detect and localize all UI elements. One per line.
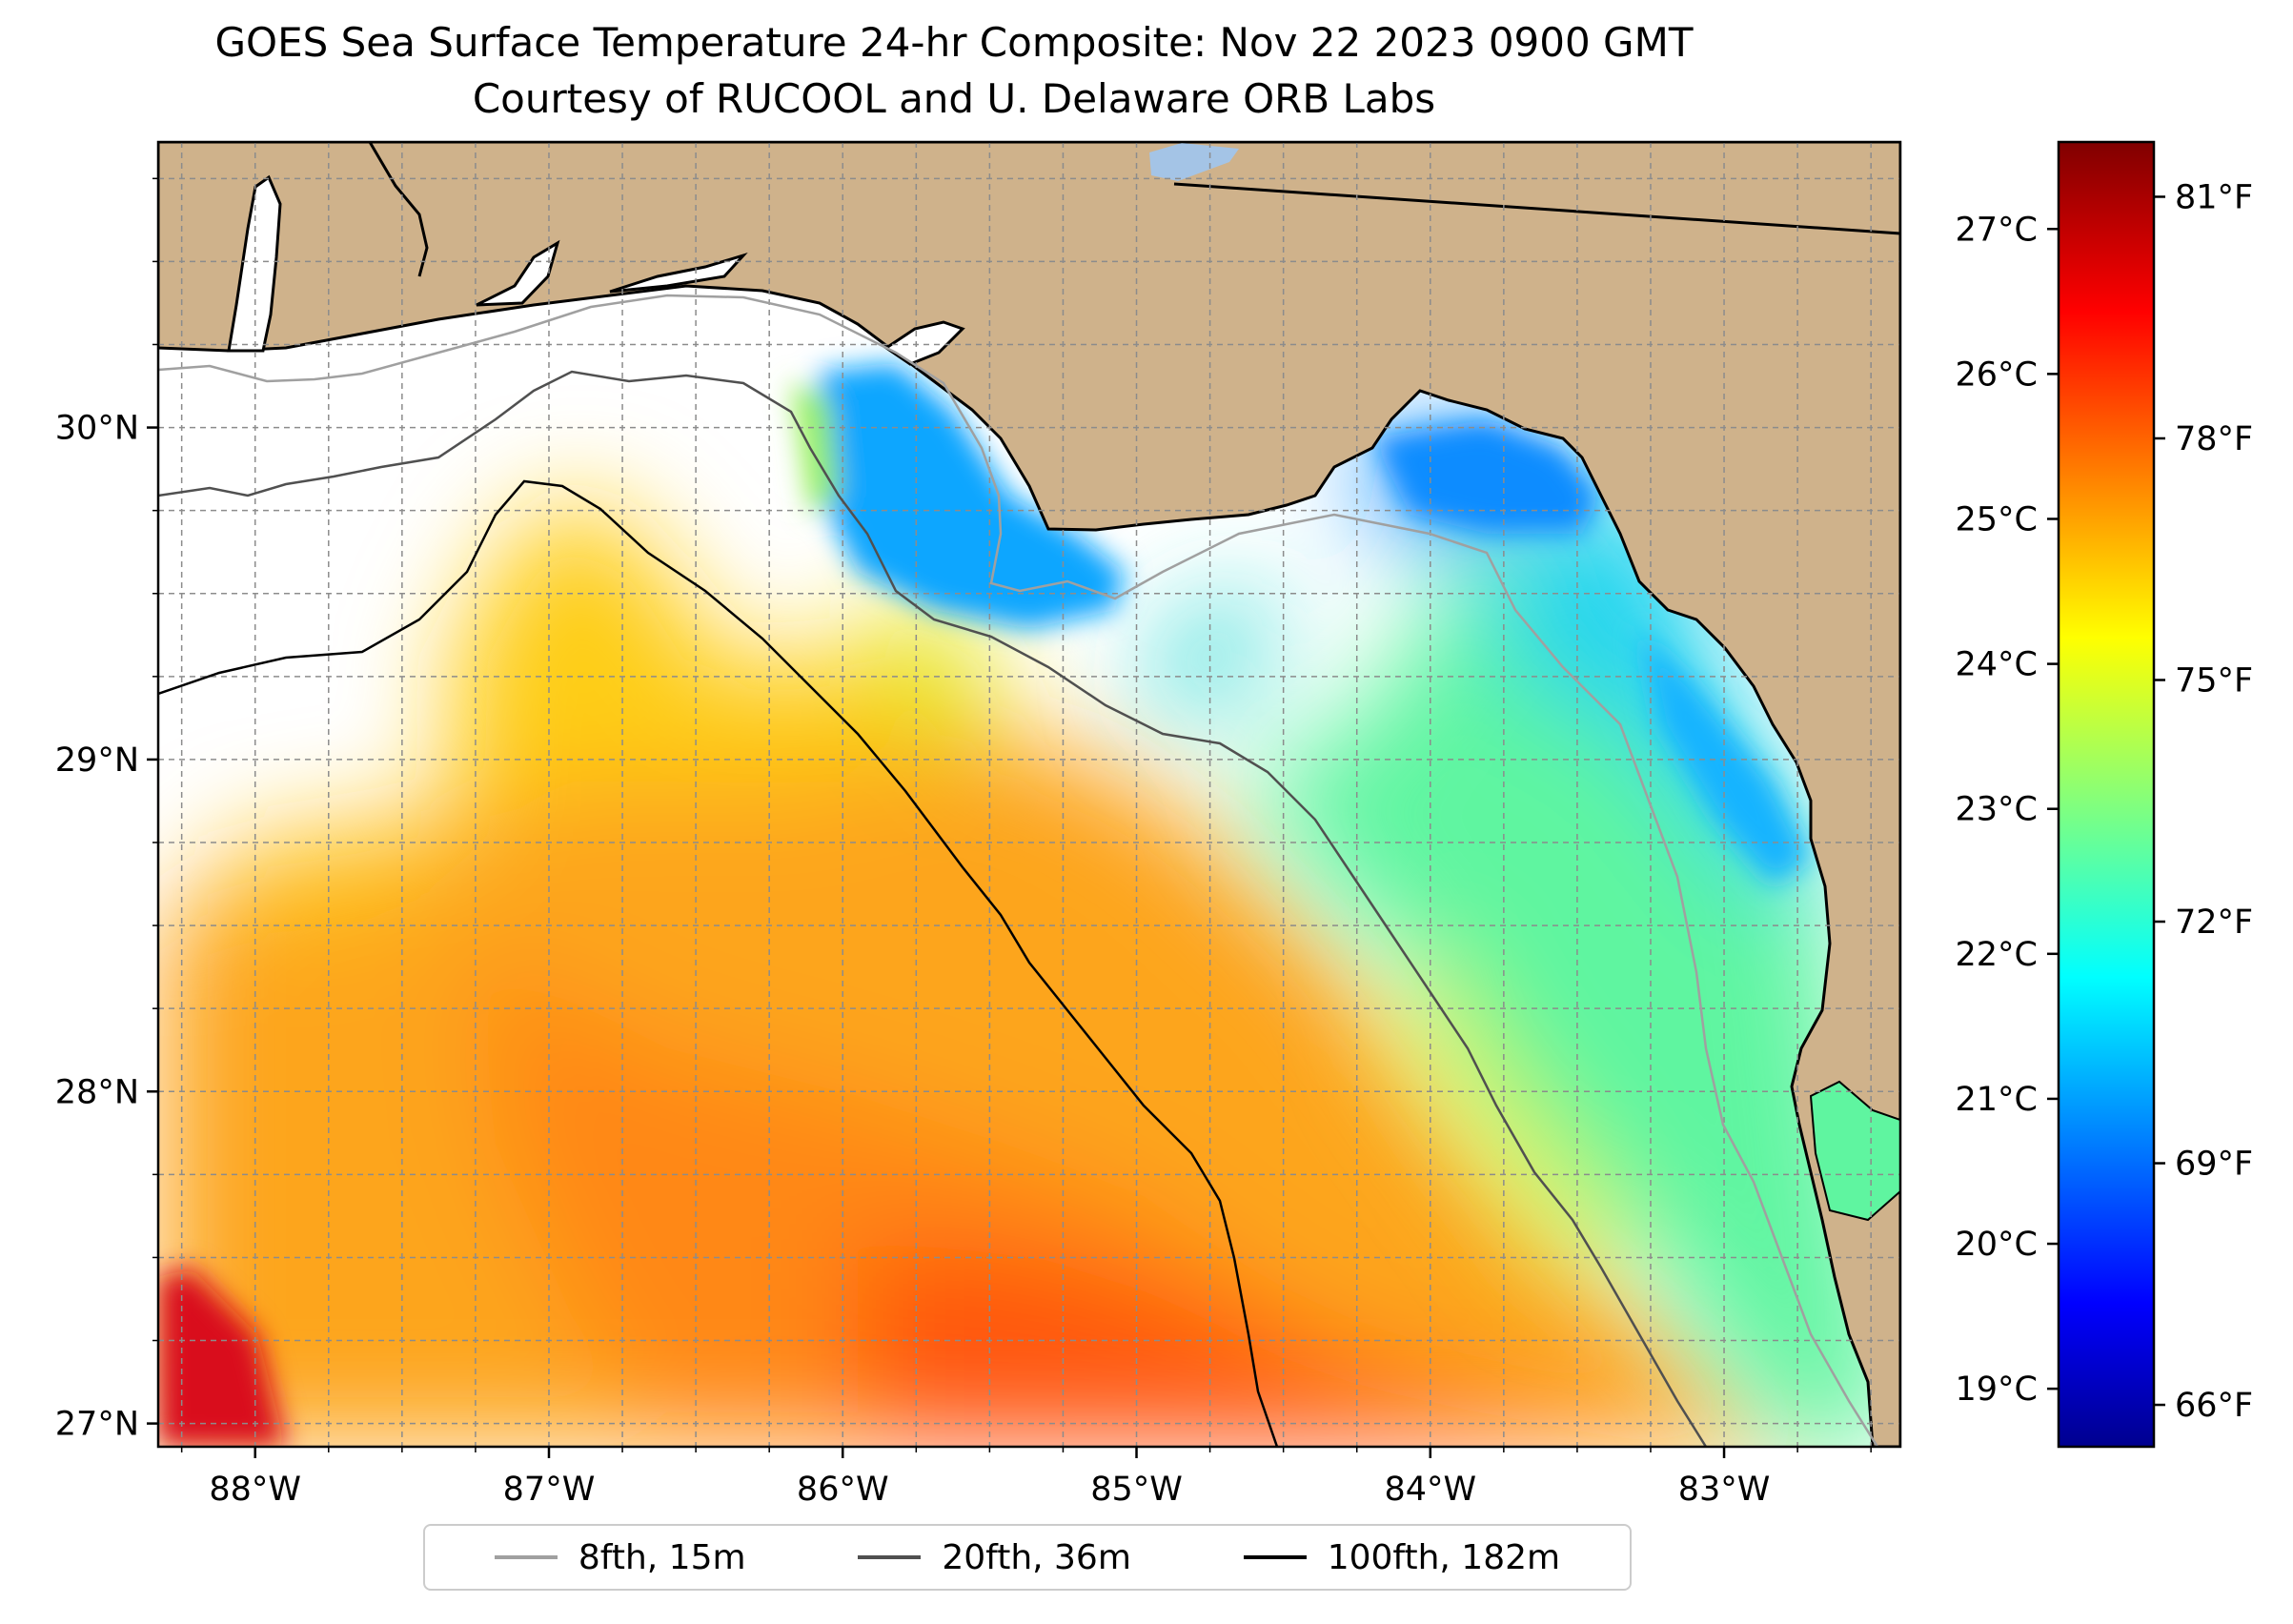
lon-tick-label: 86°W (797, 1471, 889, 1509)
legend-item-20fth: 20fth, 36m (858, 1538, 1131, 1577)
state-border (1173, 182, 1900, 235)
map-frame (156, 140, 1902, 1449)
fahrenheit-tick-label: 81°F (2175, 178, 2253, 216)
celsius-tick-label: 26°C (1956, 355, 2038, 394)
celsius-tick-label: 25°C (1956, 500, 2038, 538)
map-subtitle: Courtesy of RUCOOL and U. Delaware ORB L… (472, 75, 1436, 122)
land (158, 142, 1900, 1447)
fahrenheit-tick-label: 72°F (2175, 903, 2253, 942)
bay (476, 239, 560, 307)
celsius-tick-label: 22°C (1956, 936, 2038, 974)
sst-field (158, 496, 1811, 1447)
lat-tick-label: 30°N (55, 410, 139, 448)
colorbar-celsius-axis: 19°C 20°C 21°C 22°C 23°C 24°C 25°C 26°C 27°C (1956, 211, 2059, 1409)
lon-tick-label: 87°W (503, 1471, 596, 1509)
legend-swatch (858, 1555, 922, 1559)
bay (609, 253, 748, 294)
lon-tick-label: 88°W (209, 1471, 301, 1509)
legend: 8fth, 15m 20fth, 36m 100fth, 182m (423, 1524, 1632, 1591)
isobath-8fth (158, 294, 1879, 1447)
legend-label: 8fth, 15m (578, 1537, 746, 1577)
lake (1149, 143, 1239, 181)
colorbar-fahrenheit-axis: 66°F 69°F 72°F 75°F 78°F 81°F (2154, 178, 2253, 1425)
fahrenheit-tick-label: 69°F (2175, 1146, 2253, 1184)
legend-item-100fth: 100fth, 182m (1243, 1537, 1561, 1577)
celsius-tick-label: 23°C (1956, 791, 2038, 829)
fahrenheit-tick-label: 66°F (2175, 1387, 2253, 1425)
lon-tick-label: 84°W (1384, 1471, 1476, 1509)
lat-tick-label: 27°N (55, 1406, 139, 1444)
celsius-tick-label: 27°C (1956, 211, 2038, 249)
sst-hotspot (158, 1268, 286, 1447)
fahrenheit-tick-label: 78°F (2175, 420, 2253, 458)
bay (883, 320, 965, 366)
colorbar: 19°C 20°C 21°C 22°C 23°C 24°C 25°C 26°C 27°C 66°… (1956, 140, 2253, 1449)
legend-label: 100fth, 182m (1327, 1537, 1561, 1577)
celsius-tick-label: 24°C (1956, 646, 2038, 684)
bay (227, 174, 282, 353)
map-title: GOES Sea Surface Temperature 24-hr Compo… (214, 19, 1694, 66)
celsius-tick-label: 19°C (1956, 1370, 2038, 1409)
legend-swatch (1243, 1555, 1307, 1559)
legend-item-8fth: 8fth, 15m (494, 1537, 746, 1577)
isobath-20fth (158, 370, 1708, 1447)
celsius-tick-label: 21°C (1956, 1081, 2038, 1119)
lat-tick-label: 28°N (55, 1073, 139, 1111)
colorbar-gradient (2059, 142, 2154, 1447)
isobath-100fth (158, 479, 1279, 1447)
lon-tick-label: 85°W (1090, 1471, 1183, 1509)
map-area (158, 142, 1900, 1447)
lat-tick-label: 29°N (55, 741, 139, 780)
colorbar-frame (2057, 140, 2156, 1449)
legend-label: 20fth, 36m (942, 1537, 1131, 1577)
state-border (368, 142, 429, 277)
gridlines (158, 142, 1900, 1447)
sst-coastal-blue (791, 362, 1811, 886)
map-axes: 88°W 87°W 86°W 85°W 84°W 83°W 27°N 28°N 29°N 30°N (55, 177, 1872, 1509)
fahrenheit-tick-label: 75°F (2175, 662, 2253, 700)
lon-tick-label: 83°W (1678, 1471, 1771, 1509)
celsius-tick-label: 20°C (1956, 1226, 2038, 1264)
legend-swatch (494, 1555, 558, 1559)
